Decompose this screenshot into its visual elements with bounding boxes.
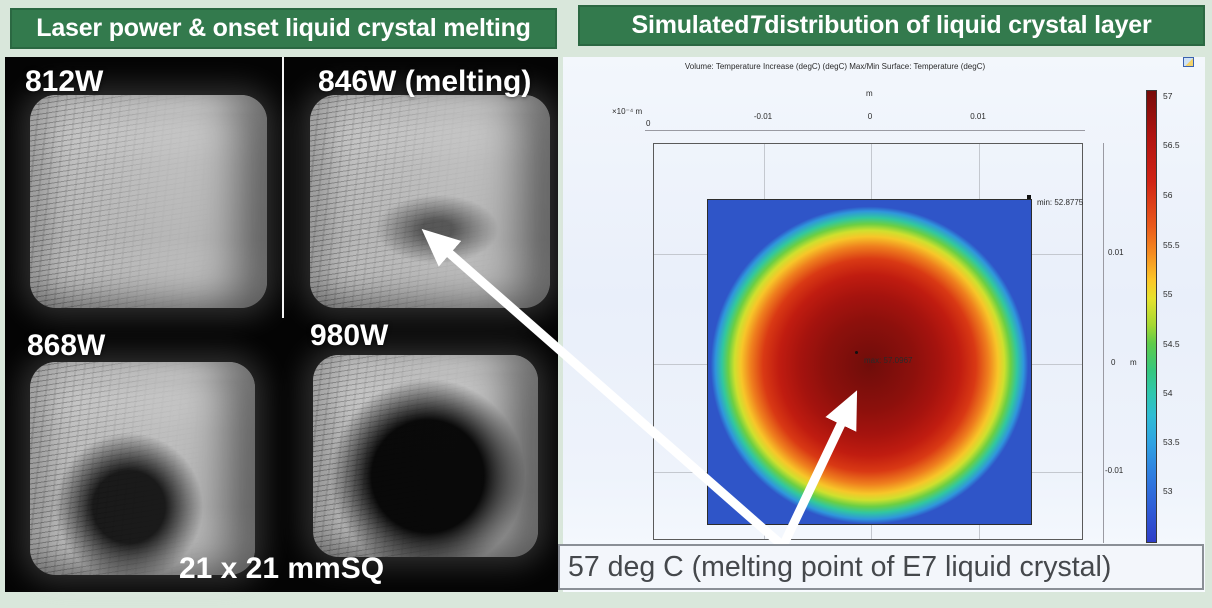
power-label-846W: 846W (melting) [318,65,532,98]
top-axis-tick: 0 [867,112,873,121]
melting-spot-980W [313,355,538,557]
colorbar-tick: 57 [1163,91,1173,101]
melting-spot-846W [310,95,550,308]
right-axis-unit: m [1130,358,1137,367]
right-axis-tick: -0.01 [1105,466,1124,475]
left-panel-title: Laser power & onset liquid crystal melti… [10,8,557,49]
sample-size-caption: 21 x 21 mmSQ [178,552,385,585]
laser-image-812W [30,95,267,308]
colorbar-tick: 55 [1163,289,1173,299]
laser-image-980W [313,355,538,557]
top-axis-unit: m [866,89,873,98]
melting-spot-868W [30,362,255,575]
colorbar-tick: 54.5 [1163,339,1180,349]
max-temperature-marker [855,351,858,354]
colorbar-tick: 56 [1163,190,1173,200]
right-panel-title: Simulated T distribution of liquid cryst… [578,5,1205,46]
axis-scale-tick: 0 [646,119,651,128]
right-axis-tick: 0 [1111,358,1116,367]
right-axis-line [1103,143,1104,543]
power-label-868W: 868W [27,329,106,362]
power-label-980W: 980W [310,319,389,352]
min-temperature-marker [1027,195,1031,199]
laser-images-panel: 812W 846W (melting) 868W 980W 21 x 21 mm… [5,57,558,592]
right-title-pre: Simulated [631,11,750,39]
plot-header: Volume: Temperature Increase (degC) (deg… [684,62,986,71]
tile-divider [282,57,284,318]
power-label-812W: 812W [25,65,104,98]
melting-point-annotation: 57 deg C (melting point of E7 liquid cry… [558,544,1204,590]
right-title-post: distribution of liquid crystal layer [764,11,1152,39]
max-temperature-label: max: 57.0967 [864,356,913,365]
top-axis-line [645,130,1085,131]
right-axis-tick: 0.01 [1108,248,1124,257]
plot-view-icon [1183,57,1194,67]
comsol-simulation-panel: Volume: Temperature Increase (degC) (deg… [563,57,1205,592]
colorbar-tick: 56.5 [1163,140,1180,150]
temperature-colorbar [1146,90,1157,543]
right-title-italic-T: T [749,11,765,39]
top-axis-tick: -0.01 [753,112,773,121]
axis-scale-label: ×10⁻⁴ m [612,107,643,116]
colorbar-tick: 55.5 [1163,240,1180,250]
laser-image-868W [30,362,255,575]
colorbar-tick: 53 [1163,486,1173,496]
top-axis-tick: 0.01 [970,112,986,121]
colorbar-tick: 53.5 [1163,437,1180,447]
laser-image-846W [310,95,550,308]
colorbar-tick: 54 [1163,388,1173,398]
min-temperature-label: min: 52.8775 [1037,198,1084,207]
